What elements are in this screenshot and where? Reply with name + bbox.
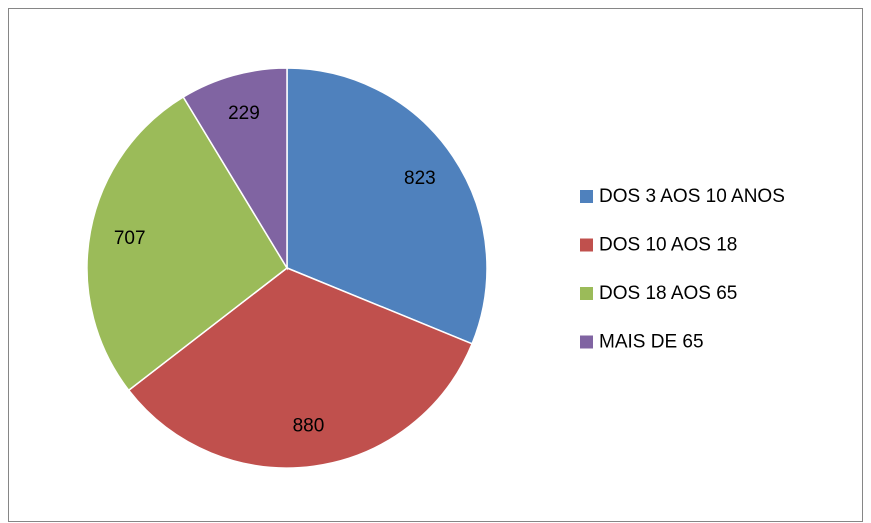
pie-slice bbox=[286, 67, 488, 345]
legend-swatch bbox=[580, 287, 593, 300]
legend-label: DOS 3 AOS 10 ANOS bbox=[599, 186, 785, 207]
pie-slice bbox=[86, 95, 288, 392]
data-label: 229 bbox=[228, 103, 260, 124]
legend-label: MAIS DE 65 bbox=[599, 332, 704, 353]
legend-swatch bbox=[580, 335, 593, 349]
legend-swatch bbox=[580, 238, 593, 252]
data-label: 823 bbox=[404, 168, 436, 189]
pie-slice bbox=[127, 267, 474, 469]
legend-label: DOS 18 AOS 65 bbox=[599, 283, 737, 304]
legend-label: DOS 10 AOS 18 bbox=[599, 235, 737, 256]
pie-slice bbox=[182, 67, 288, 271]
legend-swatch bbox=[580, 190, 593, 203]
data-label: 880 bbox=[293, 416, 325, 437]
data-label: 707 bbox=[114, 228, 146, 249]
